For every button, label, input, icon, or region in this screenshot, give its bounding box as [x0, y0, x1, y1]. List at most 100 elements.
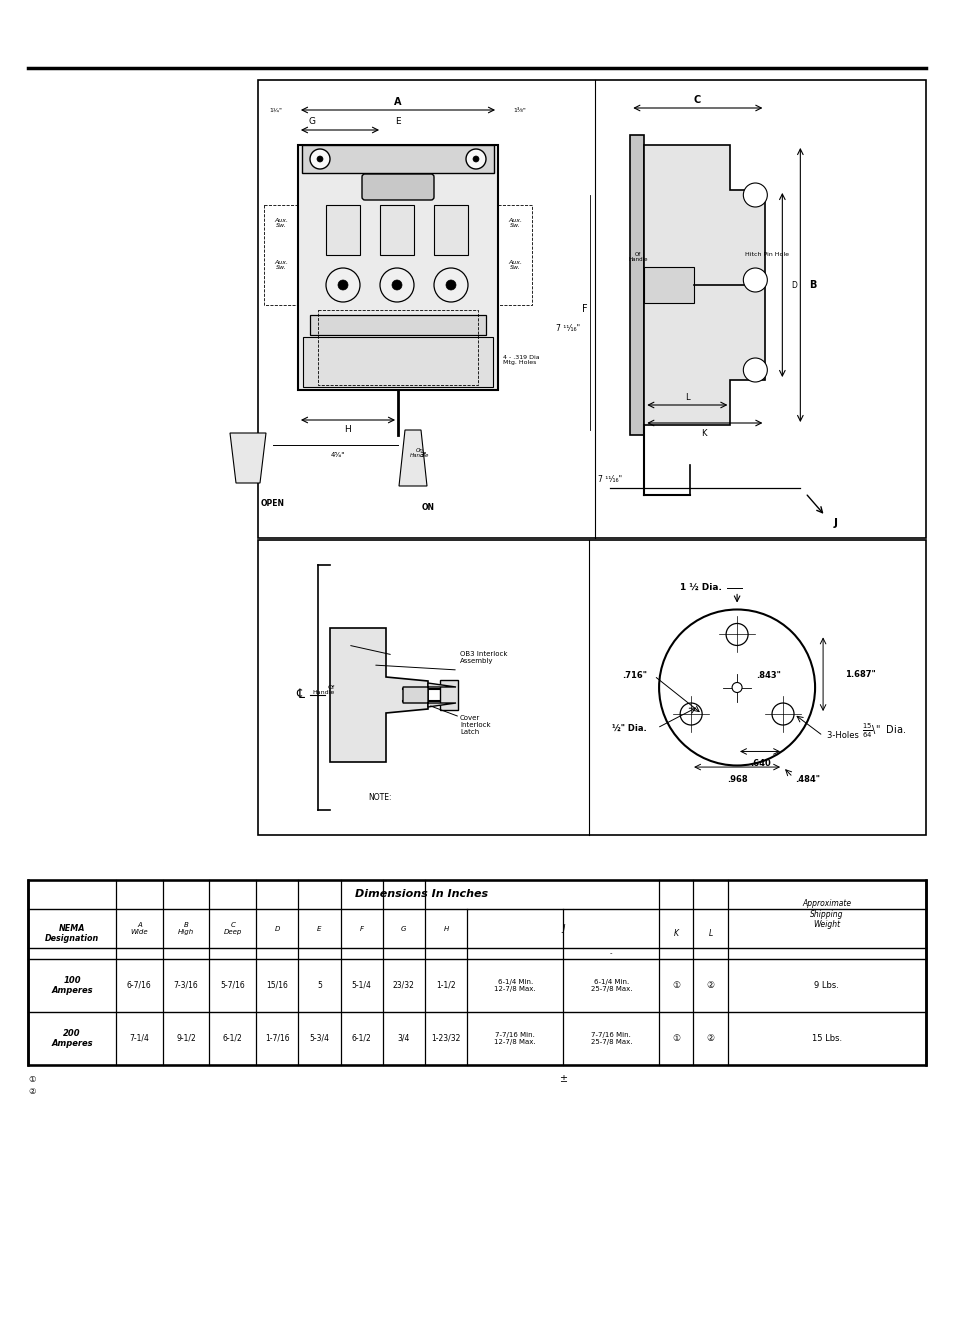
- Text: 5-3/4: 5-3/4: [309, 1034, 329, 1044]
- Text: L: L: [684, 392, 689, 402]
- Text: ①: ①: [28, 1074, 35, 1083]
- Text: 23/32: 23/32: [393, 981, 415, 989]
- Text: OPEN: OPEN: [261, 499, 285, 508]
- Text: Aux.
Sw.: Aux. Sw.: [507, 260, 521, 271]
- Circle shape: [742, 358, 766, 382]
- Text: C: C: [693, 95, 700, 105]
- Text: Aux.
Sw.: Aux. Sw.: [507, 217, 521, 228]
- Text: 7-7/16 Min.
25-7/8 Max.: 7-7/16 Min. 25-7/8 Max.: [590, 1032, 631, 1045]
- Text: L: L: [708, 930, 712, 939]
- Text: ②: ②: [705, 981, 714, 989]
- Text: .843": .843": [756, 671, 781, 680]
- Text: ②: ②: [705, 1034, 714, 1044]
- Circle shape: [473, 156, 478, 162]
- Circle shape: [434, 268, 468, 302]
- Text: J: J: [833, 518, 837, 528]
- Text: ℄: ℄: [295, 688, 304, 701]
- Bar: [379, 206, 414, 255]
- Circle shape: [742, 183, 766, 207]
- Circle shape: [379, 268, 414, 302]
- Text: 7-1/4: 7-1/4: [130, 1034, 149, 1044]
- Text: 1-7/16: 1-7/16: [265, 1034, 289, 1044]
- Bar: [28, 880, 925, 1065]
- Text: 200
Amperes: 200 Amperes: [51, 1029, 92, 1048]
- Circle shape: [659, 610, 814, 765]
- Text: NEMA
Designation: NEMA Designation: [45, 924, 99, 943]
- Text: D: D: [274, 926, 279, 932]
- Text: $\mathregular{\frac{15}{64}}$\"  Dia.: $\mathregular{\frac{15}{64}}$\" Dia.: [862, 723, 905, 740]
- Text: 1-23/32: 1-23/32: [431, 1034, 460, 1044]
- Bar: [497, 206, 532, 305]
- Bar: [326, 206, 359, 255]
- Text: E: E: [395, 118, 400, 126]
- Bar: [439, 680, 457, 709]
- Text: 1-1/2: 1-1/2: [436, 981, 456, 989]
- Circle shape: [679, 703, 701, 725]
- Text: 1¼": 1¼": [269, 107, 282, 113]
- Text: 5: 5: [316, 981, 321, 989]
- Text: 3/4: 3/4: [397, 1034, 410, 1044]
- Bar: [297, 145, 497, 390]
- Text: F: F: [581, 304, 587, 314]
- Circle shape: [392, 280, 401, 290]
- Text: 6-1/4 Min.
25-7/8 Max.: 6-1/4 Min. 25-7/8 Max.: [590, 979, 631, 992]
- Text: E: E: [317, 926, 321, 932]
- Polygon shape: [402, 683, 456, 707]
- Text: G: G: [400, 926, 406, 932]
- Text: Dimensions In Inches: Dimensions In Inches: [355, 890, 488, 899]
- Text: H: H: [344, 426, 351, 435]
- Text: B
High: B High: [178, 922, 194, 935]
- Text: 6-7/16: 6-7/16: [127, 981, 152, 989]
- Text: 15/16: 15/16: [266, 981, 288, 989]
- Text: 6-1/4 Min.
12-7/8 Max.: 6-1/4 Min. 12-7/8 Max.: [494, 979, 536, 992]
- Circle shape: [337, 280, 348, 290]
- Circle shape: [310, 149, 330, 168]
- Polygon shape: [643, 145, 764, 426]
- Text: Approximate
Shipping
Weight: Approximate Shipping Weight: [801, 899, 850, 930]
- Text: 5-7/16: 5-7/16: [220, 981, 245, 989]
- Text: K: K: [700, 428, 706, 438]
- Text: Aux.
Sw.: Aux. Sw.: [274, 217, 288, 228]
- Bar: [310, 316, 485, 335]
- Text: ½" Dia.: ½" Dia.: [612, 724, 646, 732]
- Text: A: A: [394, 97, 401, 107]
- Text: .716": .716": [621, 671, 646, 680]
- Bar: [434, 206, 468, 255]
- Text: -: -: [609, 951, 612, 956]
- Circle shape: [316, 156, 323, 162]
- Text: 7-3/16: 7-3/16: [173, 981, 198, 989]
- Text: 7 ¹¹⁄₁₆": 7 ¹¹⁄₁₆": [556, 325, 579, 333]
- Text: .968: .968: [726, 774, 746, 784]
- Text: 3-Holes: 3-Holes: [826, 732, 863, 740]
- Circle shape: [742, 268, 766, 292]
- Text: ①: ①: [672, 1034, 679, 1044]
- Text: 15 Lbs.: 15 Lbs.: [811, 1034, 841, 1044]
- Polygon shape: [230, 434, 266, 483]
- Text: 9 Lbs.: 9 Lbs.: [814, 981, 839, 989]
- Polygon shape: [330, 629, 428, 762]
- Polygon shape: [398, 430, 427, 487]
- Bar: [257, 540, 925, 835]
- Bar: [264, 206, 297, 305]
- Bar: [302, 145, 494, 172]
- Circle shape: [771, 703, 793, 725]
- Text: F: F: [359, 926, 363, 932]
- Text: D: D: [791, 281, 797, 289]
- Text: NOTE:: NOTE:: [368, 793, 391, 801]
- Text: .484": .484": [794, 774, 820, 784]
- Text: 6-1/2: 6-1/2: [352, 1034, 371, 1044]
- Circle shape: [465, 149, 485, 168]
- Bar: [630, 135, 643, 435]
- Text: 1 ½ Dia.: 1 ½ Dia.: [679, 583, 721, 591]
- Text: 6-1/2: 6-1/2: [223, 1034, 242, 1044]
- Text: Cover
Interlock
Latch: Cover Interlock Latch: [459, 715, 490, 735]
- Circle shape: [326, 268, 359, 302]
- Text: J: J: [561, 924, 564, 934]
- Bar: [257, 80, 925, 538]
- Text: Hitch Pin Hole: Hitch Pin Hole: [744, 252, 788, 257]
- Text: 4 - .319 Dia
Mtg. Holes: 4 - .319 Dia Mtg. Holes: [502, 354, 539, 366]
- Text: On
Handle: On Handle: [410, 448, 429, 459]
- Bar: [317, 310, 477, 385]
- Text: 4⅝": 4⅝": [331, 452, 345, 457]
- Circle shape: [731, 683, 741, 692]
